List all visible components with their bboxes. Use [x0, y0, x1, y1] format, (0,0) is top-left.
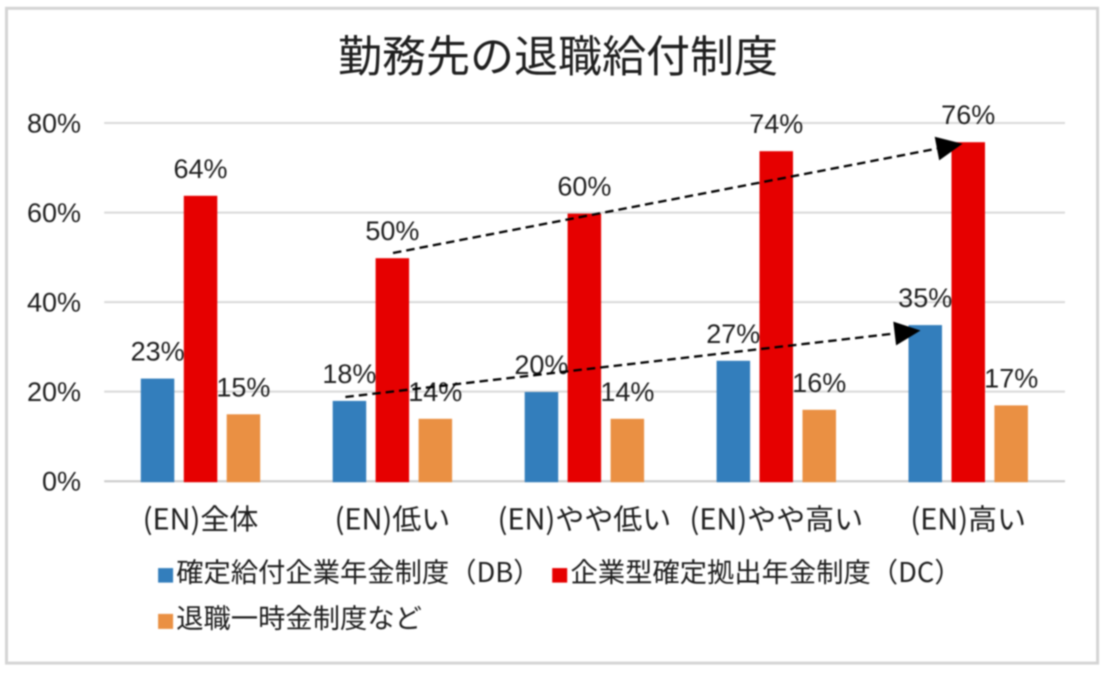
svg-text:50%: 50%	[365, 216, 419, 246]
svg-text:18%: 18%	[322, 359, 376, 389]
svg-text:60%: 60%	[27, 198, 81, 228]
svg-text:27%: 27%	[706, 319, 760, 349]
svg-text:0%: 0%	[42, 467, 81, 497]
svg-text:15%: 15%	[216, 372, 270, 402]
svg-text:23%: 23%	[131, 337, 185, 367]
svg-text:60%: 60%	[557, 172, 611, 202]
svg-text:74%: 74%	[749, 109, 803, 139]
svg-text:14%: 14%	[600, 377, 654, 407]
svg-text:80%: 80%	[27, 109, 81, 139]
svg-text:16%: 16%	[792, 368, 846, 398]
svg-text:64%: 64%	[173, 154, 227, 184]
svg-text:14%: 14%	[408, 377, 462, 407]
svg-text:35%: 35%	[898, 283, 952, 313]
svg-text:17%: 17%	[984, 363, 1038, 393]
svg-text:76%: 76%	[941, 100, 995, 130]
svg-text:40%: 40%	[27, 288, 81, 318]
svg-text:20%: 20%	[27, 377, 81, 407]
